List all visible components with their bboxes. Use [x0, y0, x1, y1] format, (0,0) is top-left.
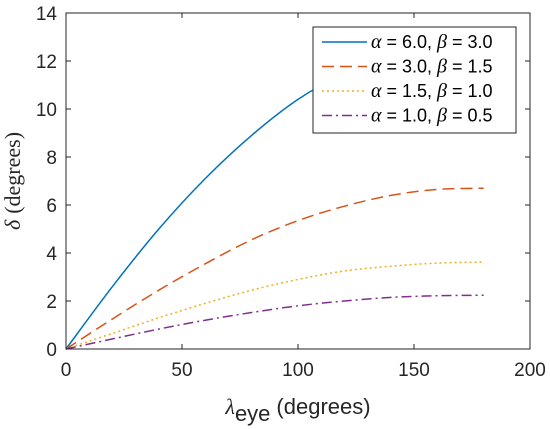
- legend-entry-2: α = 3.0, β = 1.5: [371, 56, 493, 78]
- y-tick-label: 0: [46, 340, 57, 361]
- legend-entry-4: α = 1.0, β = 0.5: [371, 105, 493, 127]
- axis-labels: λeye (degrees) δ(degrees): [0, 132, 371, 426]
- x-axis-subscript: eye: [235, 401, 270, 426]
- legend-entry-part: = 0.5: [447, 106, 493, 126]
- y-tick-label: 14: [36, 4, 58, 25]
- y-axis-unit: (degrees): [0, 132, 25, 214]
- legend-entry-part: = 6.0,: [382, 32, 438, 52]
- legend-entry-1: α = 6.0, β = 3.0: [371, 31, 493, 53]
- legend: α = 6.0, β = 3.0α = 3.0, β = 1.5α = 1.5,…: [312, 26, 517, 134]
- x-tick-label: 150: [398, 360, 430, 381]
- y-tick-label: 4: [46, 244, 57, 265]
- legend-entry-3: α = 1.5, β = 1.0: [371, 80, 493, 102]
- series-line-2: [65, 187, 484, 350]
- y-tick-label: 8: [46, 148, 57, 169]
- legend-entry-part: = 3.0,: [382, 57, 438, 77]
- legend-entry-part: α: [371, 56, 382, 78]
- y-tick-label: 12: [36, 52, 57, 73]
- x-tick-label: 200: [514, 360, 546, 381]
- y-tick-label: 2: [46, 292, 57, 313]
- legend-entry-part: α: [371, 31, 382, 53]
- y-axis-symbol: δ: [0, 219, 25, 230]
- legend-entry-part: = 1.5,: [382, 81, 438, 101]
- legend-entry-part: β: [436, 80, 447, 102]
- legend-entry-part: β: [436, 31, 447, 53]
- x-axis-label: λeye (degrees): [224, 394, 370, 426]
- x-tick-label: 100: [282, 360, 314, 381]
- legend-entry-part: = 1.0: [447, 81, 493, 101]
- ticks-layer: 0 50 100 150 200 0 2 4 6 8 10 12 14: [36, 4, 546, 381]
- legend-entry-part: = 3.0: [447, 32, 493, 52]
- legend-entry-part: β: [436, 56, 447, 78]
- series-line-4: [65, 294, 484, 350]
- legend-entry-part: α: [371, 105, 382, 127]
- x-tick-label: 50: [171, 360, 192, 381]
- legend-entry-part: = 1.0,: [382, 106, 438, 126]
- y-tick-label: 10: [36, 100, 57, 121]
- legend-entry-part: β: [436, 105, 447, 127]
- x-axis-unit: (degrees): [276, 394, 370, 419]
- legend-entry-part: α: [371, 80, 382, 102]
- x-axis-symbol: λ: [224, 394, 235, 419]
- y-axis-label: δ (degrees): [0, 132, 25, 230]
- legend-entry-part: = 1.5: [447, 57, 493, 77]
- x-tick-label: 0: [61, 360, 72, 381]
- y-tick-label: 6: [46, 196, 57, 217]
